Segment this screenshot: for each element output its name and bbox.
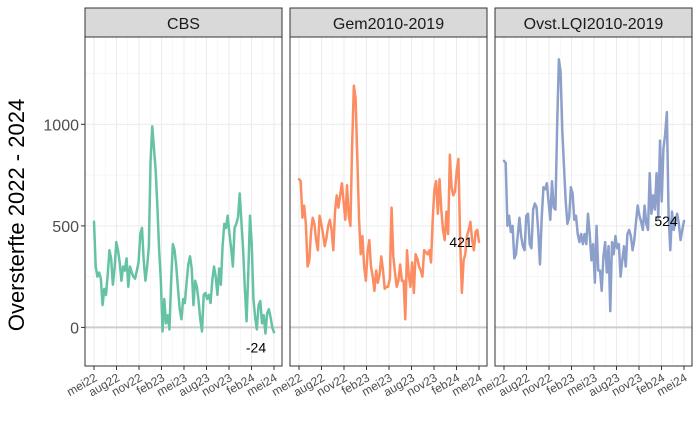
facet-strip-label: Ovst.LQI2010-2019 (524, 16, 664, 33)
facet-strip (289, 7, 488, 38)
y-tick-label: 0 (70, 320, 79, 337)
y-tick-label: 1000 (43, 117, 79, 134)
facet-panel-2: Ovst.LQI2010-2019524mei22aug22nov22feb23… (474, 7, 693, 399)
facet-panels: CBS-24mei22aug22nov22feb23mei23aug23nov2… (64, 7, 693, 399)
facet-strip-label: Gem2010-2019 (333, 16, 444, 33)
last-value-label: 421 (449, 234, 473, 250)
facet-strip (84, 7, 283, 38)
series-line-Gem2010-2019 (297, 84, 481, 321)
y-axis-label: Oversterfte 2022 - 2024 (4, 99, 29, 331)
facet-panel-1: Gem2010-2019421mei22aug22nov22feb23mei23… (269, 7, 488, 399)
y-tick-label: 500 (52, 219, 79, 236)
y-axis: 0 500 1000 (43, 117, 85, 337)
last-value-label: 524 (654, 213, 678, 229)
series-line-Ovst.LQI2010-2019 (502, 58, 686, 313)
last-value-label: -24 (246, 339, 266, 355)
series-line-CBS (92, 125, 276, 335)
facet-strip-label: CBS (167, 16, 200, 33)
facet-panel-0: CBS-24mei22aug22nov22feb23mei23aug23nov2… (64, 7, 283, 399)
